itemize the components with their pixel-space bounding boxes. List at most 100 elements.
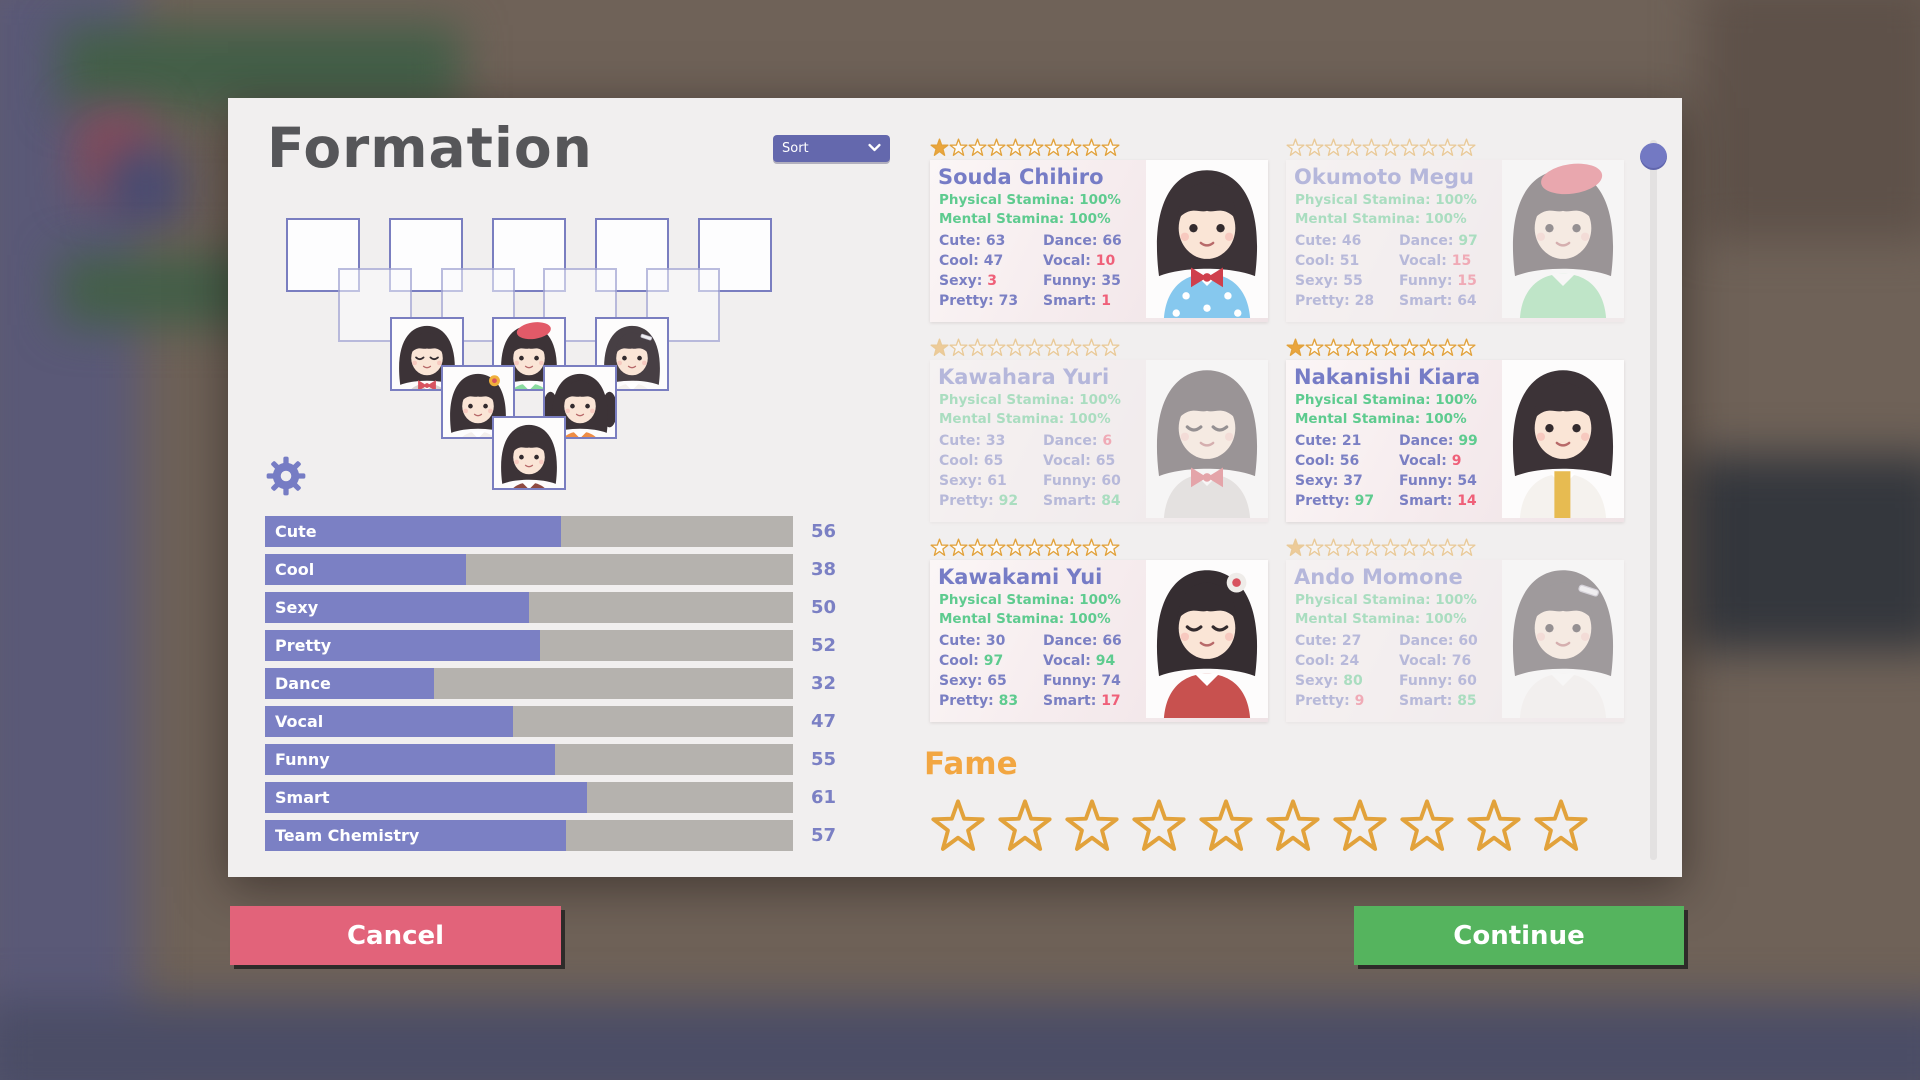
card-character-portrait <box>1144 560 1268 722</box>
formation-member-portrait <box>597 319 667 389</box>
card-star-icon <box>1381 138 1400 158</box>
card-star-icon <box>1305 338 1324 358</box>
stat-bar-label: Dance <box>275 674 331 693</box>
stat-bar-fill <box>265 744 555 775</box>
card-stat: Vocal: 10 <box>1043 253 1116 269</box>
stat-bar-fill <box>265 820 566 851</box>
card-stamina-line: Physical Stamina: 100% <box>939 592 1121 608</box>
stat-bar-track <box>265 744 793 775</box>
card-star-icon <box>1063 138 1082 158</box>
roster-card[interactable]: Kawahara Yuri Physical Stamina: 100% Menta… <box>930 360 1268 522</box>
stat-bar-row: Team Chemistry 57 <box>265 820 836 851</box>
stat-bar-track <box>265 630 793 661</box>
card-star-icon <box>987 338 1006 358</box>
card-star-icon <box>1025 138 1044 158</box>
card-character-name: Kawahara Yuri <box>938 365 1110 389</box>
stat-bar-track <box>265 706 793 737</box>
card-star-icon <box>1457 138 1476 158</box>
card-star-icon <box>1343 138 1362 158</box>
roster-card-cell: Ando Momone Physical Stamina: 100% Mental … <box>1286 538 1624 722</box>
card-stat: Funny: 54 <box>1399 473 1477 489</box>
card-star-icon <box>968 138 987 158</box>
card-stamina-line: Physical Stamina: 100% <box>1295 592 1477 608</box>
formation-slot-member[interactable] <box>492 416 566 490</box>
card-stat: Cute: 21 <box>1295 433 1362 449</box>
card-stat: Cool: 97 <box>939 653 1004 669</box>
stat-bar-value: 50 <box>811 597 837 618</box>
formation-slot-member[interactable] <box>492 317 566 391</box>
card-star-icon <box>1101 338 1120 358</box>
card-star-icon <box>1362 538 1381 558</box>
card-stamina-line: Mental Stamina: 100% <box>939 611 1111 627</box>
card-stamina-line: Physical Stamina: 100% <box>939 192 1121 208</box>
card-star-rating <box>1286 138 1476 158</box>
card-stat: Funny: 35 <box>1043 273 1121 289</box>
card-star-rating <box>930 538 1120 558</box>
roster-card[interactable]: Souda Chihiro Physical Stamina: 100% Menta… <box>930 160 1268 322</box>
card-stat: Cute: 30 <box>939 633 1006 649</box>
stat-bar-row: Funny 55 <box>265 744 836 775</box>
sort-dropdown-label: Sort <box>782 141 809 156</box>
formation-slot-empty[interactable] <box>338 268 412 342</box>
card-stat: Cool: 24 <box>1295 653 1360 669</box>
roster-scrollbar-handle[interactable] <box>1640 143 1667 170</box>
card-stat: Sexy: 65 <box>939 673 1007 689</box>
card-stat: Sexy: 55 <box>1295 273 1363 289</box>
bg-brown-top-right <box>1700 0 1920 240</box>
card-stat: Pretty: 83 <box>939 693 1019 709</box>
card-stamina-line: Physical Stamina: 100% <box>1295 192 1477 208</box>
card-star-icon <box>1286 138 1305 158</box>
card-character-name: Okumoto Megu <box>1294 165 1474 189</box>
card-star-icon <box>1457 338 1476 358</box>
card-stat: Vocal: 65 <box>1043 453 1116 469</box>
card-character-portrait <box>1500 160 1624 322</box>
card-star-icon <box>1362 138 1381 158</box>
card-stat: Pretty: 9 <box>1295 693 1365 709</box>
card-stat: Smart: 84 <box>1043 493 1121 509</box>
roster-card[interactable]: Kawakami Yui Physical Stamina: 100% Mental… <box>930 560 1268 722</box>
cancel-button[interactable]: Cancel <box>230 906 561 965</box>
stat-bar-fill <box>265 554 466 585</box>
card-stat: Pretty: 92 <box>939 493 1019 509</box>
stat-bar-row: Vocal 47 <box>265 706 836 737</box>
stat-bar-value: 61 <box>811 787 837 808</box>
card-stat: Vocal: 94 <box>1043 653 1116 669</box>
roster-card[interactable]: Okumoto Megu Physical Stamina: 100% Mental… <box>1286 160 1624 322</box>
card-stat: Cool: 51 <box>1295 253 1360 269</box>
card-star-icon <box>1362 338 1381 358</box>
card-stat: Dance: 97 <box>1399 233 1478 249</box>
card-star-icon <box>1438 138 1457 158</box>
bg-dark-panel-right <box>1688 455 1920 650</box>
fame-star-rating <box>930 798 1589 858</box>
roster-scrollbar[interactable] <box>1640 140 1667 860</box>
continue-button[interactable]: Continue <box>1354 906 1684 965</box>
fame-star-icon <box>1064 798 1120 858</box>
card-star-icon <box>1286 338 1305 358</box>
stat-bar-track <box>265 820 793 851</box>
card-star-icon <box>949 338 968 358</box>
formation-slot-member[interactable] <box>595 317 669 391</box>
card-stat: Cool: 56 <box>1295 453 1360 469</box>
card-stamina-line: Physical Stamina: 100% <box>939 392 1121 408</box>
settings-gear-icon[interactable] <box>264 454 308 498</box>
card-stamina-line: Mental Stamina: 100% <box>1295 411 1467 427</box>
chevron-down-icon <box>868 141 881 156</box>
roster-card[interactable]: Nakanishi Kiara Physical Stamina: 100% Men… <box>1286 360 1624 522</box>
stat-bar-fill <box>265 706 513 737</box>
roster-card-cell: Kawahara Yuri Physical Stamina: 100% Menta… <box>930 338 1268 522</box>
card-stat: Funny: 60 <box>1399 673 1477 689</box>
card-star-icon <box>1381 338 1400 358</box>
roster-card[interactable]: Ando Momone Physical Stamina: 100% Mental … <box>1286 560 1624 722</box>
card-star-icon <box>1324 138 1343 158</box>
sort-dropdown[interactable]: Sort <box>773 135 890 162</box>
stat-bar-value: 56 <box>811 521 837 542</box>
stat-bar-track <box>265 516 793 547</box>
roster-card-cell: Souda Chihiro Physical Stamina: 100% Menta… <box>930 138 1268 322</box>
stat-bar-track <box>265 592 793 623</box>
card-stat: Sexy: 61 <box>939 473 1007 489</box>
card-star-icon <box>1082 338 1101 358</box>
card-character-portrait <box>1500 560 1624 722</box>
card-star-icon <box>1324 338 1343 358</box>
card-star-icon <box>1025 338 1044 358</box>
card-stat: Dance: 66 <box>1043 233 1122 249</box>
